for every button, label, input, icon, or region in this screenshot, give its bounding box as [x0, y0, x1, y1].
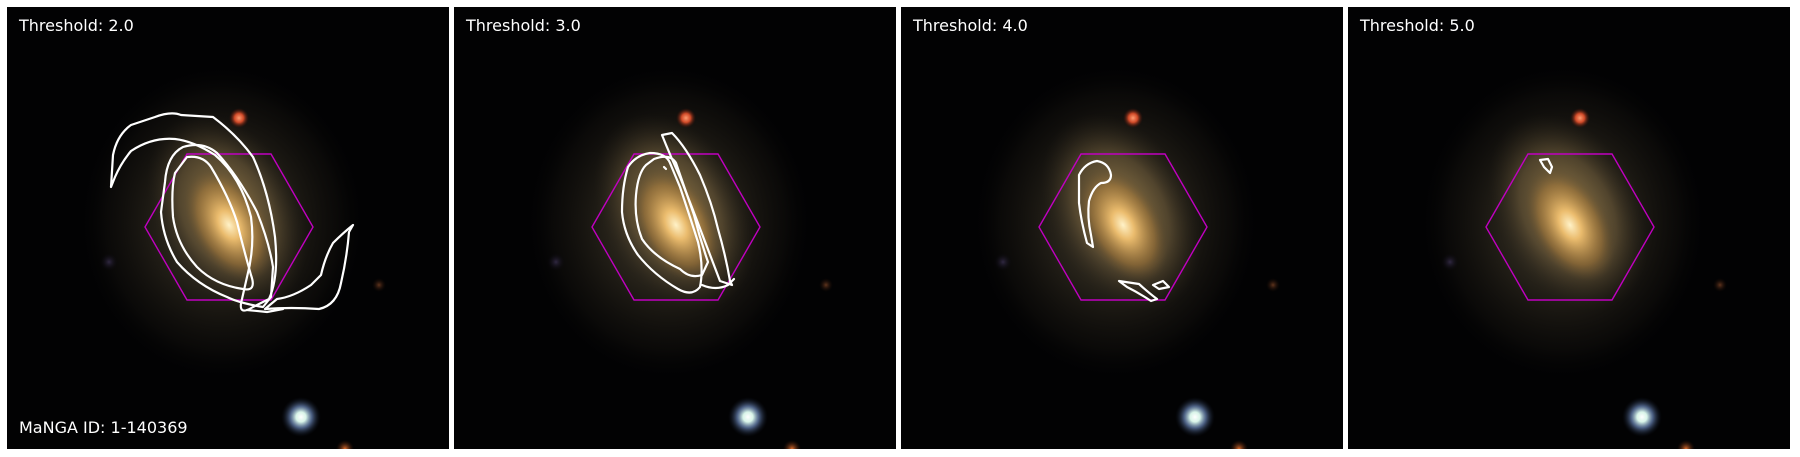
contour-lines: [109, 112, 355, 314]
ifu-hexagon: [144, 153, 314, 301]
red-star: [1570, 108, 1590, 128]
red-star: [1123, 108, 1143, 128]
threshold-label: Threshold: 4.0: [913, 16, 1028, 35]
contour-lines: [620, 131, 736, 294]
bright-star: [281, 397, 321, 437]
bright-star: [728, 397, 768, 437]
threshold-label: Threshold: 2.0: [19, 16, 134, 35]
bright-star: [1175, 397, 1215, 437]
galaxy-image: [454, 7, 896, 449]
bright-star: [1622, 397, 1662, 437]
red-star: [229, 108, 249, 128]
threshold-label: Threshold: 5.0: [1360, 16, 1475, 35]
panel-threshold-2: Threshold: 2.0 MaNGA ID: 1-140369: [7, 7, 449, 449]
manga-id-label: MaNGA ID: 1-140369: [19, 418, 188, 437]
ifu-hexagon: [1485, 153, 1655, 301]
contour-lines: [1538, 157, 1554, 175]
panel-threshold-5: Threshold: 5.0: [1348, 7, 1790, 449]
threshold-label: Threshold: 3.0: [466, 16, 581, 35]
galaxy-image: [1348, 7, 1790, 449]
panel-threshold-3: Threshold: 3.0: [454, 7, 896, 449]
galaxy-image: [901, 7, 1343, 449]
panel-threshold-4: Threshold: 4.0: [901, 7, 1343, 449]
galaxy-image: [7, 7, 449, 449]
red-star: [676, 108, 696, 128]
ifu-hexagon: [591, 153, 761, 301]
ifu-hexagon: [1038, 153, 1208, 301]
contour-lines: [1077, 159, 1171, 303]
